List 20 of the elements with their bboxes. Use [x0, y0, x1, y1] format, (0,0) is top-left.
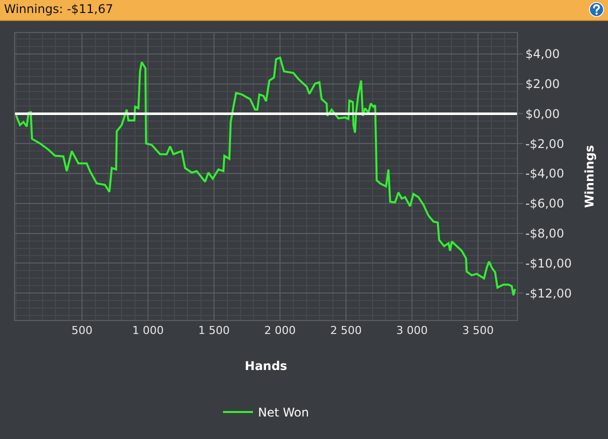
x-tick-label: 2 000: [264, 324, 296, 338]
x-tick-label: 1 000: [132, 324, 164, 338]
x-tick-label: 3 500: [462, 324, 494, 338]
x-tick-label: 1 500: [198, 324, 230, 338]
y-tick-label: -$4,00: [525, 166, 564, 181]
legend-label: Net Won: [258, 406, 309, 420]
x-tick-label: 2 500: [330, 324, 362, 338]
y-tick-label: -$6,00: [525, 196, 564, 211]
chart-title: Winnings: -$11,67: [4, 2, 114, 16]
y-tick-label: -$2,00: [525, 136, 564, 151]
y-tick-label: $4,00: [525, 47, 560, 62]
y-tick-label: $0,00: [525, 106, 560, 121]
x-tick-label: 3 000: [396, 324, 428, 338]
y-tick-label: -$10,00: [525, 256, 572, 270]
y-tick-label: $2,00: [525, 77, 560, 92]
y-tick-label: -$12,00: [525, 286, 572, 300]
x-axis-title: Hands: [244, 359, 288, 374]
y-tick-label: -$8,00: [525, 226, 564, 240]
y-axis-title: Winnings: [582, 145, 597, 208]
x-tick-label: 500: [72, 324, 93, 338]
